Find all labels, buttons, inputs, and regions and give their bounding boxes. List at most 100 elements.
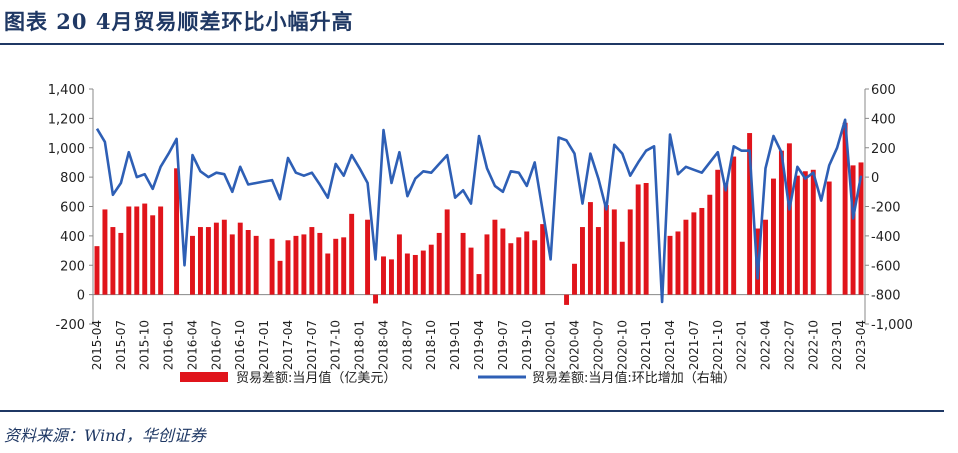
bar-2018-04	[381, 256, 386, 295]
bar-2017-09	[325, 253, 331, 295]
x-tick-label: 2020-07	[591, 320, 605, 370]
bar-2021-11	[723, 183, 729, 295]
bar-2019-07	[500, 228, 506, 295]
bar-2017-11	[341, 237, 347, 295]
bar-2020-08	[603, 205, 609, 295]
bar-2019-05	[484, 234, 490, 295]
bar-2016-07	[213, 222, 219, 295]
bar-2020-05	[579, 227, 585, 295]
x-tick-label: 2023-04	[854, 320, 868, 370]
x-tick-label: 2021-07	[687, 320, 701, 370]
bar-2022-12	[826, 181, 832, 295]
bar-2017-10	[333, 238, 339, 295]
bar-2023-04	[858, 162, 864, 295]
x-tick-label: 2021-10	[711, 320, 725, 370]
right-tick-label: -800	[871, 289, 901, 304]
footer-divider	[0, 410, 944, 412]
bar-2019-09	[516, 237, 522, 295]
x-tick-label: 2018-01	[353, 320, 367, 370]
right-tick-label: 0	[871, 171, 879, 186]
x-tick-label: 2016-04	[185, 320, 199, 370]
bar-2016-12	[253, 235, 259, 295]
bar-2015-10	[142, 203, 148, 295]
bar-2017-03	[277, 260, 283, 295]
bar-2018-03	[373, 294, 379, 304]
bar-2017-07	[309, 227, 315, 295]
bar-2015-09	[134, 206, 140, 295]
right-tick-label: -400	[871, 230, 901, 245]
x-tick-label: 2020-04	[568, 320, 582, 370]
bar-2019-08	[508, 243, 514, 295]
bar-2015-08	[126, 206, 132, 295]
right-tick-label: -600	[871, 259, 901, 274]
bar-2015-05	[102, 209, 108, 295]
bar-2021-05	[675, 231, 681, 295]
line-series	[95, 118, 863, 304]
bar-2023-02	[842, 122, 848, 295]
legend-line-label: 贸易差额:当月值:环比增加（右轴）	[532, 370, 736, 386]
x-tick-label: 2015-04	[90, 320, 104, 370]
bar-2021-06	[683, 219, 689, 295]
bar-2021-01	[643, 183, 649, 295]
bar-2016-10	[237, 222, 243, 295]
right-tick-label: -200	[871, 201, 901, 216]
bar-2020-03	[564, 294, 570, 305]
bar-2019-12	[540, 224, 546, 295]
x-tick-label: 2019-07	[496, 320, 510, 370]
bar-2016-06	[205, 227, 211, 295]
x-tick-label: 2016-01	[162, 320, 176, 370]
bar-2018-06	[396, 234, 402, 295]
left-tick-label: 600	[60, 201, 85, 216]
bar-2020-11	[627, 209, 633, 295]
bar-2018-07	[404, 253, 410, 295]
bar-2022-07	[786, 143, 792, 295]
x-tick-label: 2023-01	[830, 320, 844, 370]
bar-2021-10	[715, 169, 721, 295]
bar-2017-08	[317, 232, 323, 295]
bar-2018-11	[436, 232, 442, 295]
bar-2020-09	[611, 209, 617, 295]
left-tick-label: 1,200	[48, 112, 85, 127]
x-tick-label: 2019-01	[448, 320, 462, 370]
x-tick-label: 2016-07	[209, 320, 223, 370]
legend: 贸易差额:当月值（亿美元） 贸易差额:当月值:环比增加（右轴）	[180, 370, 736, 386]
bar-2017-06	[301, 234, 307, 295]
trade-balance-chart: -200 0 200 400 600 800 1,000 1,200 1,400 -1,000 -8…	[48, 83, 913, 386]
bar-2022-02	[747, 133, 753, 295]
source-note: 资料来源：Wind，华创证券	[4, 426, 206, 445]
x-tick-label: 2017-10	[329, 320, 343, 370]
x-tick-label: 2020-10	[615, 320, 629, 370]
x-tick-label: 2017-01	[257, 320, 271, 370]
bar-2017-02	[269, 238, 275, 295]
bar-2015-04	[94, 246, 100, 295]
bar-2019-06	[492, 219, 498, 295]
left-tick-label: -200	[55, 318, 85, 333]
bar-2021-12	[731, 156, 737, 295]
bar-2018-08	[412, 254, 418, 295]
bar-2020-10	[619, 241, 625, 295]
x-tick-label: 2017-07	[305, 320, 319, 370]
bar-2022-04	[763, 219, 768, 295]
bar-2022-06	[778, 150, 784, 295]
x-tick-label: 2021-01	[639, 320, 653, 370]
x-tick-label: 2022-01	[735, 320, 749, 370]
x-tick-label: 2020-01	[544, 320, 558, 370]
x-tick-label: 2017-04	[281, 320, 295, 370]
bar-2018-09	[420, 250, 426, 295]
bar-2020-07	[595, 227, 601, 295]
bar-2015-11	[150, 215, 156, 295]
x-tick-label: 2022-04	[759, 320, 773, 370]
left-tick-label: 1,400	[48, 83, 85, 98]
bar-2023-03	[850, 165, 856, 295]
bar-2019-11	[532, 240, 538, 295]
bar-2017-05	[293, 235, 299, 295]
line-mom-change	[95, 118, 863, 304]
x-tick-label: 2016-10	[233, 320, 247, 370]
left-tick-label: 800	[60, 171, 85, 186]
bar-2018-10	[428, 244, 434, 295]
x-tick-label: 2019-04	[472, 320, 486, 370]
bar-2015-12	[158, 206, 164, 295]
bar-2022-09	[802, 171, 808, 295]
x-tick-label: 2021-04	[663, 320, 677, 370]
left-tick-label: 200	[60, 259, 85, 274]
